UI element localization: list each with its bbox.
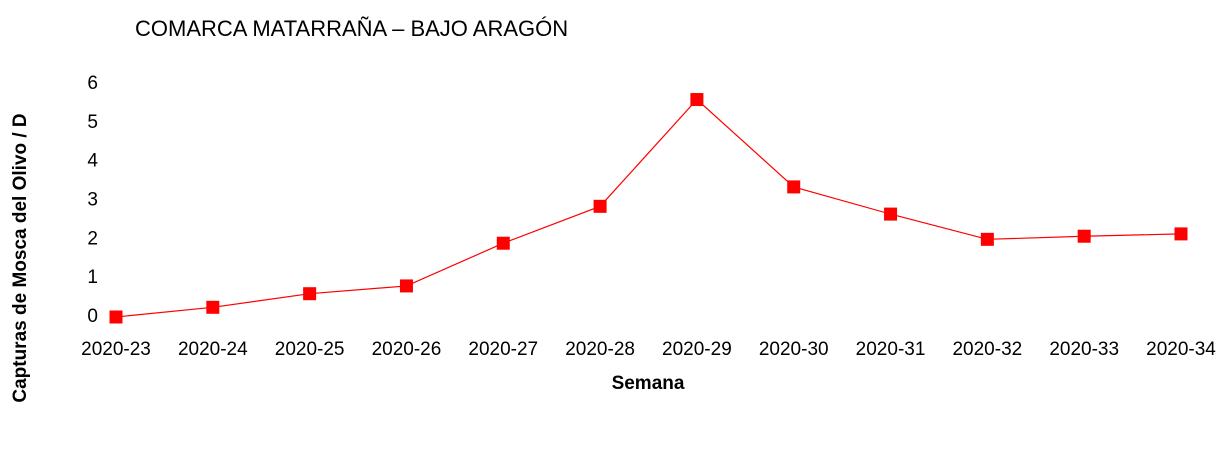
x-tick-label: 2020-33 bbox=[1049, 339, 1119, 360]
data-point bbox=[303, 287, 317, 301]
x-tick-label: 2020-25 bbox=[275, 339, 345, 360]
data-point bbox=[109, 310, 123, 324]
x-tick-label: 2020-30 bbox=[759, 339, 829, 360]
y-tick-label: 0 bbox=[87, 306, 98, 327]
x-tick-label: 2020-27 bbox=[468, 339, 538, 360]
series-line bbox=[115, 98, 1182, 318]
data-point bbox=[206, 300, 220, 314]
x-tick-label: 2020-31 bbox=[856, 339, 926, 360]
data-point bbox=[884, 207, 898, 221]
y-tick-label: 2 bbox=[87, 228, 98, 249]
y-axis-label: Capturas de Mosca del Olivo / D bbox=[10, 113, 31, 402]
y-tick-label: 3 bbox=[87, 190, 98, 211]
data-point bbox=[496, 236, 510, 250]
y-tick-label: 5 bbox=[87, 112, 98, 133]
x-axis-label: Semana bbox=[612, 373, 685, 394]
x-tick-label: 2020-26 bbox=[372, 339, 442, 360]
x-tick-label: 2020-28 bbox=[565, 339, 635, 360]
data-point bbox=[399, 279, 413, 293]
x-tick-label: 2020-34 bbox=[1146, 339, 1216, 360]
x-tick-label: 2020-29 bbox=[662, 339, 732, 360]
y-tick-label: 6 bbox=[87, 73, 98, 94]
y-tick-label: 1 bbox=[87, 267, 98, 288]
data-point bbox=[1174, 227, 1188, 241]
x-tick-label: 2020-23 bbox=[81, 339, 151, 360]
data-point bbox=[593, 199, 607, 213]
data-point bbox=[1077, 229, 1091, 243]
y-tick-label: 4 bbox=[87, 151, 98, 172]
chart-title: COMARCA MATARRAÑA – BAJO ARAGÓN bbox=[135, 16, 568, 41]
data-point bbox=[980, 232, 994, 246]
data-point bbox=[787, 180, 801, 194]
x-tick-label: 2020-32 bbox=[952, 339, 1022, 360]
x-tick-label: 2020-24 bbox=[178, 339, 248, 360]
data-point bbox=[690, 93, 704, 107]
